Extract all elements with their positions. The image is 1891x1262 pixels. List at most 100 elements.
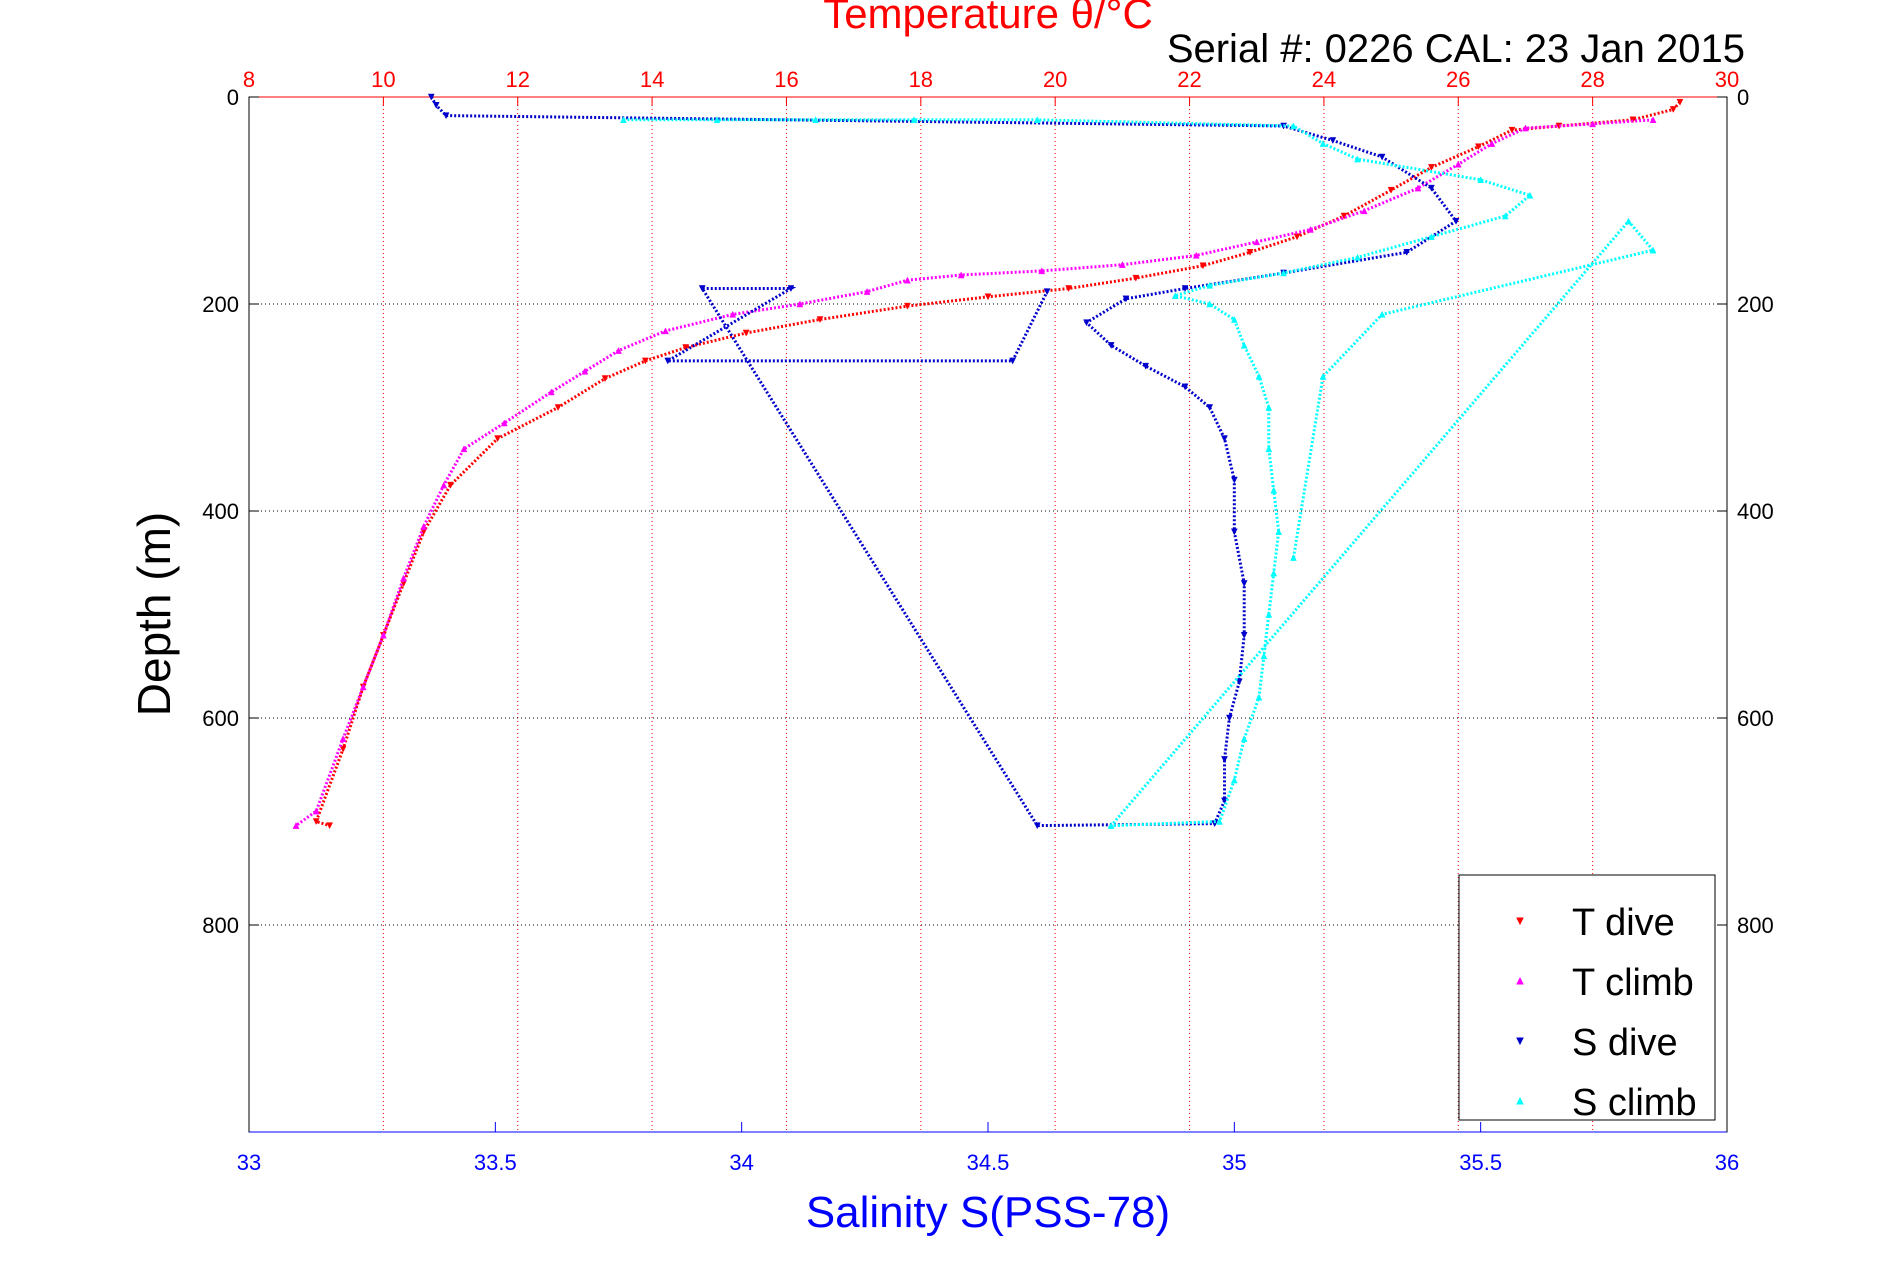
data-point bbox=[1319, 372, 1327, 380]
data-point bbox=[1226, 714, 1233, 722]
series-trace bbox=[623, 118, 1656, 828]
legend-box bbox=[1458, 874, 1716, 1121]
data-point bbox=[1649, 116, 1657, 124]
legend-label: T climb bbox=[1572, 962, 1694, 1004]
data-point bbox=[787, 285, 795, 293]
data-point bbox=[620, 116, 627, 124]
data-point bbox=[1360, 207, 1368, 215]
data-point bbox=[812, 116, 819, 124]
data-point bbox=[1265, 403, 1273, 411]
data-point bbox=[1522, 124, 1529, 132]
legend-marker bbox=[1516, 976, 1524, 985]
data-point bbox=[1206, 404, 1214, 412]
series-t-climb bbox=[292, 116, 1657, 829]
salinity-tick-label: 33 bbox=[237, 1150, 261, 1175]
data-point bbox=[1427, 233, 1435, 240]
temperature-tick-label: 8 bbox=[243, 67, 255, 92]
data-point bbox=[1132, 274, 1140, 282]
depth-tick-label-right: 600 bbox=[1737, 706, 1774, 731]
data-point bbox=[662, 327, 669, 335]
data-point bbox=[1454, 160, 1462, 168]
data-point bbox=[903, 302, 911, 310]
data-point bbox=[1280, 269, 1288, 277]
temperature-tick-label: 30 bbox=[1715, 67, 1739, 92]
data-point bbox=[742, 329, 750, 337]
temperature-tick-label: 18 bbox=[909, 67, 933, 92]
legend-marker bbox=[1516, 917, 1524, 926]
series-s-climb bbox=[620, 116, 1657, 829]
data-point bbox=[359, 683, 367, 691]
depth-tick-label-left: 600 bbox=[202, 706, 239, 731]
data-point bbox=[460, 445, 468, 453]
legend-label: S dive bbox=[1572, 1022, 1678, 1064]
data-point bbox=[641, 357, 649, 365]
legend: T dive T climb S dive S climb bbox=[1458, 874, 1716, 1124]
depth-tick-label-right: 0 bbox=[1737, 85, 1749, 110]
data-point bbox=[1246, 249, 1254, 256]
data-point bbox=[1255, 372, 1263, 380]
salinity-tick-label: 35.5 bbox=[1459, 1150, 1502, 1175]
data-point bbox=[1488, 140, 1496, 147]
data-point bbox=[427, 93, 435, 101]
x-axis-label-salinity: Salinity S(PSS-78) bbox=[806, 1188, 1170, 1237]
salinity-tick-label: 36 bbox=[1715, 1150, 1739, 1175]
data-point bbox=[1475, 143, 1482, 151]
data-point bbox=[554, 404, 562, 412]
data-point bbox=[1265, 445, 1273, 453]
data-point bbox=[1414, 184, 1422, 192]
data-point bbox=[494, 435, 501, 443]
data-point bbox=[816, 316, 824, 324]
data-point bbox=[957, 271, 965, 279]
data-point bbox=[420, 522, 428, 530]
data-point bbox=[664, 357, 672, 365]
data-point bbox=[312, 807, 320, 815]
data-point bbox=[698, 285, 706, 293]
data-point bbox=[1240, 341, 1248, 349]
data-point bbox=[1427, 184, 1435, 192]
legend-marker bbox=[1516, 1037, 1524, 1046]
depth-tick-label-right: 800 bbox=[1737, 913, 1774, 938]
data-point bbox=[1230, 528, 1238, 536]
data-point bbox=[615, 347, 622, 354]
data-point bbox=[1107, 822, 1115, 829]
series-t-dive bbox=[312, 98, 1684, 830]
data-point bbox=[1107, 342, 1115, 349]
data-point bbox=[1192, 251, 1200, 259]
series-s-dive bbox=[427, 93, 1460, 830]
data-point bbox=[1589, 120, 1597, 128]
salinity-tick-label: 34.5 bbox=[967, 1150, 1010, 1175]
data-point bbox=[1065, 285, 1073, 293]
data-point bbox=[682, 344, 690, 352]
data-point bbox=[432, 102, 440, 109]
data-point bbox=[1033, 822, 1041, 830]
series-trace bbox=[430, 96, 1459, 828]
salinity-tick-label: 34 bbox=[729, 1150, 753, 1175]
temperature-tick-label: 22 bbox=[1177, 67, 1201, 92]
data-point bbox=[1378, 310, 1386, 318]
data-point bbox=[1293, 233, 1301, 241]
data-point bbox=[1452, 217, 1460, 225]
data-point bbox=[442, 112, 450, 120]
data-point bbox=[1669, 106, 1677, 113]
legend-marker bbox=[1516, 1096, 1524, 1105]
data-point bbox=[1118, 261, 1126, 268]
data-point bbox=[796, 300, 804, 308]
depth-tick-label-left: 800 bbox=[202, 913, 239, 938]
temperature-tick-label: 28 bbox=[1580, 67, 1604, 92]
data-point bbox=[379, 631, 387, 639]
data-point bbox=[713, 116, 721, 124]
data-point bbox=[1260, 652, 1268, 660]
data-point bbox=[984, 293, 992, 301]
data-point bbox=[447, 481, 454, 489]
data-point bbox=[1403, 249, 1411, 256]
data-point bbox=[1501, 212, 1509, 220]
data-point bbox=[1270, 569, 1278, 577]
data-point bbox=[1206, 300, 1214, 308]
chart-title: Temperature θ/°C bbox=[823, 0, 1153, 37]
data-point bbox=[1427, 164, 1435, 171]
data-point bbox=[1255, 693, 1263, 701]
axis-layer: 8 10 12 14 16 18 20 22 24 26 28 30 33 33.5 34 34.5 35 35.… bbox=[202, 67, 1773, 1175]
data-point bbox=[1230, 776, 1238, 784]
data-point bbox=[1477, 176, 1485, 184]
y-axis-label-depth: Depth (m) bbox=[128, 512, 180, 716]
